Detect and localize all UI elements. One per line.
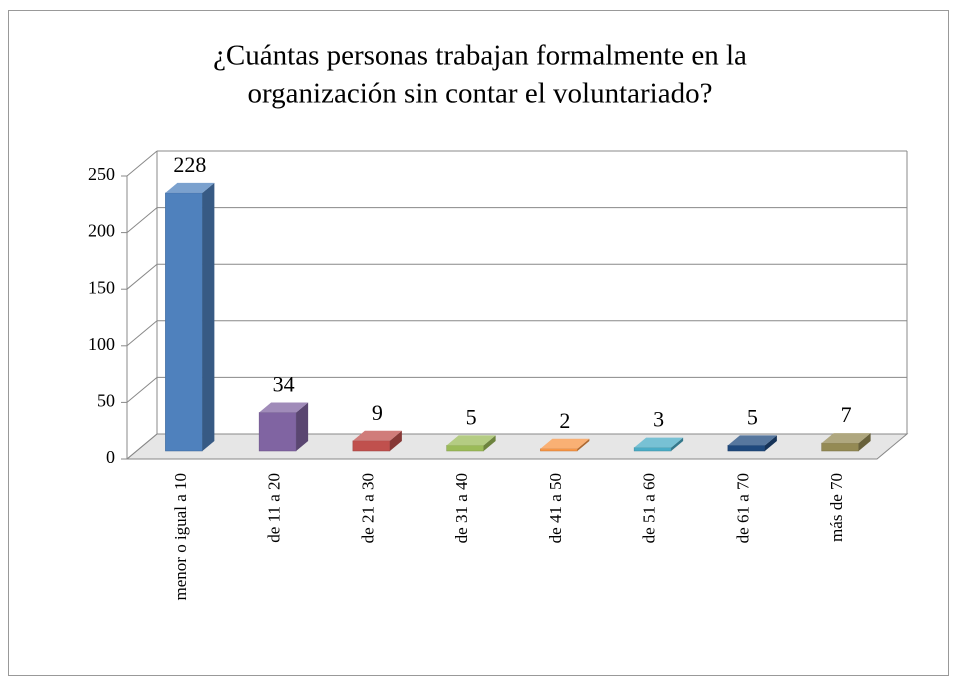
chart-title: ¿Cuántas personas trabajan formalmente e…: [213, 40, 747, 72]
bar-top: [352, 430, 402, 441]
bar-top: [540, 438, 590, 449]
bar-side: [483, 435, 496, 451]
x-tick-label: de 51 a 60: [640, 473, 659, 543]
bar-side: [671, 437, 684, 451]
y-tick-label: 100: [88, 334, 115, 354]
x-tick-label: de 21 a 30: [358, 473, 377, 543]
data-label: 9: [372, 400, 383, 425]
grid-line: [126, 207, 158, 233]
data-label: 7: [841, 402, 852, 427]
chart-title: organización sin contar el voluntariado?: [248, 78, 713, 110]
grid-line: [126, 377, 158, 403]
bar-top: [446, 435, 496, 446]
chart-frame: [8, 10, 949, 676]
data-label: 5: [466, 404, 477, 429]
bar: [165, 192, 203, 452]
bar-top: [165, 182, 215, 193]
data-label: 228: [173, 152, 206, 177]
bar: [352, 440, 391, 452]
floor: [125, 433, 909, 460]
bar-top: [634, 437, 684, 448]
y-tick-label: 250: [88, 164, 115, 184]
grid-line: [126, 150, 158, 177]
data-label: 2: [559, 408, 570, 433]
y-tick-label: 50: [97, 391, 115, 411]
bar-top: [821, 433, 871, 444]
data-label: 5: [747, 404, 758, 429]
y-tick-label: 0: [106, 447, 115, 467]
bar-side: [577, 438, 590, 451]
y-tick-label: 200: [88, 221, 115, 241]
bar-top: [727, 435, 777, 446]
bar-top: [259, 402, 309, 413]
bar: [821, 442, 859, 452]
bar: [633, 447, 672, 452]
x-tick-label: más de 70: [827, 473, 846, 542]
x-tick-label: de 61 a 70: [733, 473, 752, 543]
grid-line: [126, 263, 158, 290]
bar-side: [764, 435, 777, 451]
x-tick-label: menor o igual a 10: [171, 473, 190, 600]
bar: [727, 445, 766, 452]
x-tick-label: de 11 a 20: [265, 473, 284, 543]
bar: [540, 448, 578, 452]
bar: [258, 412, 297, 452]
x-tick-label: de 41 a 50: [546, 473, 565, 543]
bar-side: [858, 433, 871, 451]
data-label: 3: [653, 407, 664, 432]
grid-line: [126, 433, 158, 460]
bar-side: [202, 182, 215, 452]
x-tick-label: de 31 a 40: [452, 473, 471, 543]
grid-line: [126, 320, 158, 347]
bar-side: [296, 402, 309, 451]
bar-side: [389, 430, 402, 451]
data-label: 34: [273, 372, 295, 397]
y-tick-label: 150: [88, 277, 115, 297]
bar: [446, 445, 484, 452]
